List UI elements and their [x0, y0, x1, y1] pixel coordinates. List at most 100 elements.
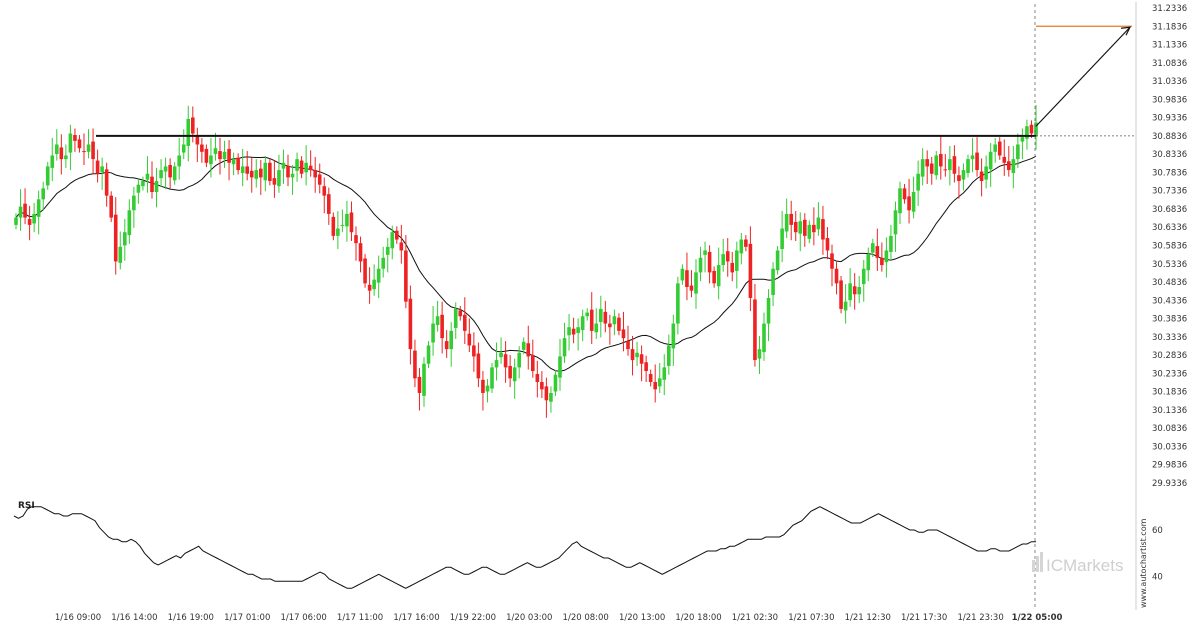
- candle-body: [154, 181, 159, 193]
- price-tick-label: 30.4836: [1152, 278, 1187, 288]
- time-tick-label: 1/17 11:00: [337, 613, 383, 623]
- time-tick-label: 1/20 08:00: [563, 613, 609, 623]
- candle-body: [118, 246, 123, 263]
- candle-body: [689, 285, 694, 291]
- candle-body: [91, 141, 95, 160]
- time-tick-label: 1/17 06:00: [280, 613, 326, 623]
- candle-body: [789, 213, 793, 225]
- candle-body: [299, 160, 304, 174]
- price-tick-label: 31.0836: [1152, 59, 1187, 69]
- candlesticks: [14, 105, 1038, 418]
- candle-body: [580, 316, 585, 331]
- candle-body: [621, 329, 626, 339]
- candle-body: [875, 246, 880, 258]
- price-tick-label: 31.0336: [1152, 77, 1187, 87]
- candle-body: [535, 373, 540, 383]
- candle-body: [735, 250, 739, 271]
- candle-body: [249, 170, 254, 178]
- candle-body: [988, 151, 993, 170]
- candle-body: [172, 166, 177, 181]
- price-tick-label: 30.5836: [1152, 242, 1187, 252]
- projection-arrow-shaft: [1035, 26, 1131, 127]
- time-tick-label: 1/19 22:00: [450, 613, 496, 623]
- candle-body: [821, 219, 825, 240]
- candle-body: [349, 212, 354, 233]
- candle-body: [662, 367, 667, 380]
- candle-body: [141, 181, 145, 187]
- price-tick-label: 31.2336: [1152, 4, 1187, 14]
- candle-body: [667, 345, 671, 366]
- candle-body: [195, 136, 200, 145]
- time-tick-label: 1/20 13:00: [619, 613, 665, 623]
- candle-body: [830, 253, 834, 269]
- candle-body: [703, 250, 707, 255]
- candle-body: [984, 166, 988, 180]
- candle-body: [630, 349, 635, 361]
- candle-body: [181, 144, 186, 153]
- price-tick-label: 30.8836: [1152, 132, 1187, 142]
- candle-body: [1029, 124, 1034, 134]
- candle-body: [725, 251, 730, 262]
- candle-body: [503, 354, 508, 368]
- candle-body: [82, 151, 86, 153]
- candle-body: [644, 362, 648, 372]
- price-tick-label: 30.9836: [1152, 95, 1187, 105]
- candle-body: [336, 228, 340, 236]
- candle-body: [213, 148, 218, 155]
- candle-body: [163, 166, 168, 172]
- candle-body: [653, 382, 657, 390]
- candle-body: [345, 213, 349, 227]
- candle-body: [494, 360, 499, 368]
- candle-body: [902, 188, 907, 200]
- candle-body: [354, 235, 358, 244]
- candle-body: [671, 323, 676, 349]
- candle-body: [957, 175, 961, 182]
- candle-body: [449, 330, 453, 350]
- rsi-tick-label: 60: [1152, 526, 1163, 536]
- candle-body: [925, 159, 929, 167]
- candle-body: [721, 254, 725, 266]
- price-tick-label: 29.9336: [1152, 479, 1187, 489]
- candle-body: [929, 163, 934, 174]
- moving-average-line: [15, 155, 1037, 372]
- candle-body: [861, 268, 866, 285]
- time-tick-label: 1/16 14:00: [111, 613, 157, 623]
- candle-body: [150, 176, 154, 193]
- candle-body: [939, 154, 943, 167]
- candle-body: [558, 356, 562, 378]
- candle-body: [916, 173, 920, 191]
- price-tick-label: 30.8336: [1152, 150, 1187, 160]
- candle-body: [45, 166, 50, 186]
- candle-body: [490, 367, 494, 389]
- price-tick-label: 30.6836: [1152, 205, 1187, 215]
- candle-body: [286, 165, 290, 178]
- price-tick-label: 30.3336: [1152, 333, 1187, 343]
- candle-body: [59, 147, 64, 160]
- candle-body: [104, 169, 109, 196]
- candle-body: [77, 139, 82, 149]
- candle-body: [32, 213, 36, 224]
- candle-body: [290, 173, 295, 178]
- rsi-panel: RSI 60 40: [13, 501, 1163, 589]
- candle-body: [18, 206, 23, 218]
- candle-body: [707, 251, 712, 273]
- candle-body: [698, 257, 703, 273]
- candle-body: [567, 327, 571, 336]
- candle-body: [966, 159, 970, 174]
- candle-body: [812, 224, 816, 233]
- candle-body: [807, 224, 812, 239]
- candle-body: [381, 257, 385, 269]
- candle-body: [562, 338, 567, 357]
- brand-text: ICMarkets: [1046, 556, 1123, 575]
- candle-body: [236, 157, 240, 171]
- candle-body: [100, 166, 104, 173]
- candle-body: [136, 184, 141, 193]
- candle-body: [576, 327, 580, 334]
- candle-body: [712, 270, 716, 284]
- candle-body: [766, 297, 771, 324]
- price-tick-label: 30.3836: [1152, 315, 1187, 325]
- candle-body: [834, 268, 839, 284]
- candle-body: [531, 354, 535, 372]
- time-tick-label: 1/16 19:00: [168, 613, 214, 623]
